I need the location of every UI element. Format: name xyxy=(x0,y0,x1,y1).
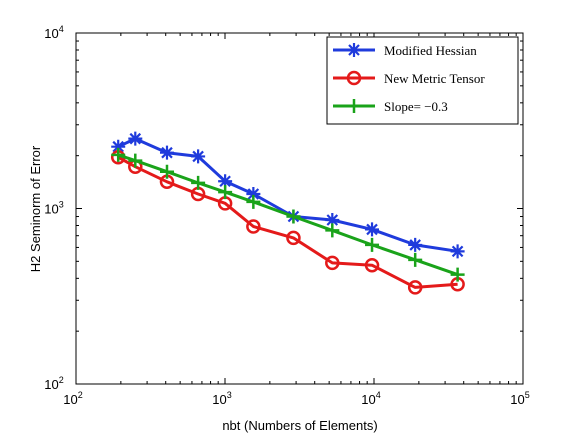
legend-marker xyxy=(347,99,361,113)
series-line xyxy=(117,155,458,289)
x-axis-label: nbt (Numbers of Elements) xyxy=(222,418,377,433)
series-2 xyxy=(111,147,465,282)
data-point xyxy=(364,257,380,273)
legend: Modified Hessian New Metric Tensor Slope= … xyxy=(326,36,519,125)
data-point xyxy=(450,267,465,282)
x-tick-label: 105 xyxy=(510,390,529,407)
x-tick-label: 102 xyxy=(63,390,82,407)
data-point xyxy=(218,174,233,189)
data-point xyxy=(286,230,301,246)
y-tick-label: 102 xyxy=(44,375,63,392)
y-axis-label: H2 Seminorm of Error xyxy=(28,145,43,272)
x-tick-label: 103 xyxy=(212,390,231,407)
data-point xyxy=(286,209,301,224)
data-point xyxy=(325,255,340,271)
data-point xyxy=(408,252,423,267)
data-point xyxy=(408,237,423,252)
data-point xyxy=(450,244,465,259)
data-point xyxy=(159,145,174,160)
data-point xyxy=(246,194,261,209)
data-point xyxy=(128,153,143,168)
axis-ticks: 102 103 104 105 102 103 104 xyxy=(44,24,529,407)
data-point xyxy=(191,175,206,190)
data-point xyxy=(365,237,380,252)
data-point xyxy=(325,223,340,238)
legend-entry-0: Modified Hessian xyxy=(333,43,477,58)
legend-marker xyxy=(347,43,361,57)
data-point xyxy=(325,212,340,227)
x-tick-label: 104 xyxy=(361,390,380,407)
data-point xyxy=(128,131,143,146)
data-point xyxy=(218,185,233,200)
data-point xyxy=(246,186,261,201)
data-point xyxy=(159,164,174,179)
data-point xyxy=(111,147,126,162)
data-point xyxy=(111,139,126,154)
legend-label: New Metric Tensor xyxy=(384,71,485,86)
data-point xyxy=(365,222,380,237)
legend-entry-1: New Metric Tensor xyxy=(333,70,485,86)
y-tick-label: 104 xyxy=(44,24,63,41)
data-point xyxy=(407,280,423,295)
legend-marker xyxy=(346,70,362,86)
legend-entry-2: Slope= −0.3 xyxy=(333,99,448,114)
legend-label: Slope= −0.3 xyxy=(384,99,448,114)
y-tick-label: 103 xyxy=(44,200,63,217)
legend-label: Modified Hessian xyxy=(384,43,477,58)
data-point xyxy=(191,149,206,164)
series-layer xyxy=(110,131,465,295)
data-point xyxy=(246,219,261,234)
